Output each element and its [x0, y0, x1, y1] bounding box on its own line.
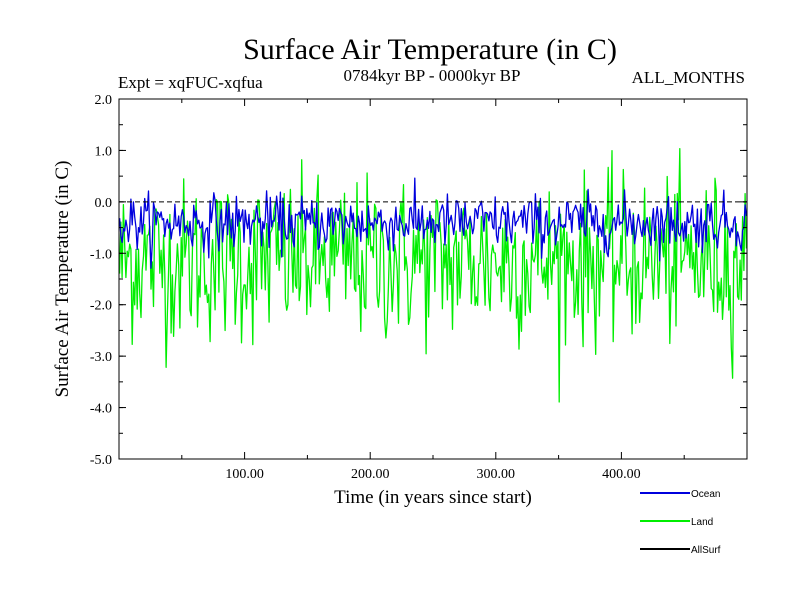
legend-label-ocean: Ocean [691, 489, 720, 500]
plot-area [118, 98, 748, 460]
x-axis: 100.00 200.00 300.00 400.00 [181, 99, 685, 482]
x-axis-label: Time (in years since start) [334, 487, 532, 508]
y-tick-label: -3.0 [90, 350, 112, 365]
experiment-label: Expt = xqFUC-xqfua [118, 73, 263, 92]
y-tick-label: -5.0 [90, 453, 112, 468]
series-land-line [118, 147, 748, 403]
ocean-trace [118, 177, 748, 269]
chart-title: Surface Air Temperature (in C) [243, 33, 617, 66]
legend-label-land: Land [691, 517, 713, 528]
x-tick-label: 300.00 [477, 467, 516, 482]
land-trace [118, 147, 748, 403]
y-tick-label: 2.0 [95, 93, 113, 108]
x-tick-label: 100.00 [225, 467, 264, 482]
time-range-label: 0784kyr BP - 0000kyr BP [344, 66, 521, 85]
legend: Ocean Land AllSurf [640, 489, 721, 556]
x-tick-label: 200.00 [351, 467, 390, 482]
y-tick-label: -4.0 [90, 402, 112, 417]
y-tick-label: -1.0 [90, 247, 112, 262]
legend-label-allsurf: AllSurf [691, 545, 721, 556]
y-axis-label: Surface Air Temperature (in C) [52, 161, 73, 398]
series-ocean-line [118, 177, 748, 269]
y-tick-label: 1.0 [95, 144, 113, 159]
y-axis: 2.0 1.0 0.0 -1.0 -2.0 -3.0 -4.0 -5.0 [90, 93, 747, 468]
y-tick-label: 0.0 [95, 196, 113, 211]
x-tick-label: 400.00 [602, 467, 641, 482]
months-label: ALL_MONTHS [632, 68, 745, 87]
y-tick-label: -2.0 [90, 299, 112, 314]
